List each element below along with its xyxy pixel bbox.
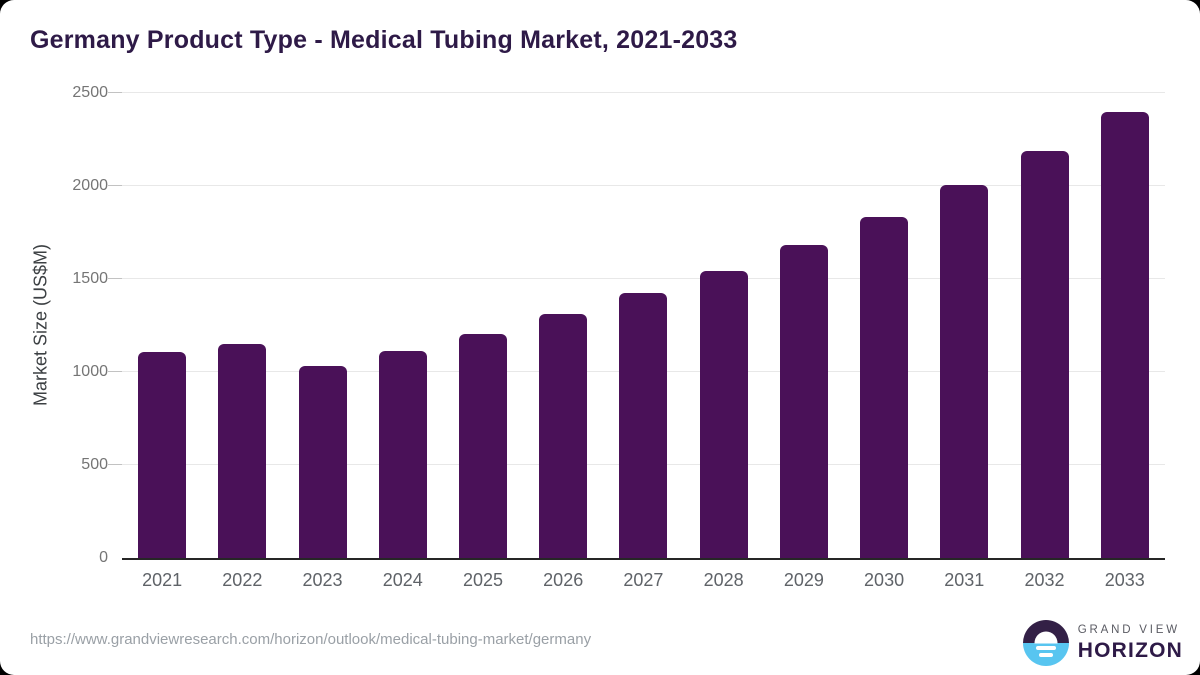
- bar-2029: [779, 244, 828, 558]
- y-tick-label-1000: 1000: [72, 363, 108, 380]
- gridline-2000: [108, 185, 1165, 186]
- x-tick-label-2033: 2033: [1104, 570, 1145, 590]
- bar-2024: [378, 350, 427, 558]
- x-tick-label-2031: 2031: [944, 570, 985, 590]
- x-tick-label-2024: 2024: [382, 570, 423, 590]
- bar-2028: [699, 270, 748, 558]
- bar-2027: [619, 292, 668, 558]
- x-tick-label-2030: 2030: [864, 570, 905, 590]
- bar-2021: [138, 351, 187, 558]
- bar-2025: [458, 333, 507, 558]
- x-tick-label-2028: 2028: [703, 570, 744, 590]
- logo-text: GRAND VIEW HORIZON: [1078, 625, 1183, 661]
- logo-product-name: HORIZON: [1077, 638, 1183, 662]
- horizon-sunset-icon: [1022, 620, 1069, 666]
- y-tick-label-2500: 2500: [72, 84, 108, 101]
- bar-2032: [1020, 150, 1069, 558]
- x-tick-label-2022: 2022: [222, 570, 263, 590]
- x-tick-label-2021: 2021: [142, 570, 183, 590]
- bar-2026: [539, 314, 588, 558]
- bar-2023: [298, 365, 347, 558]
- bar-2022: [218, 344, 267, 558]
- x-tick-label-2027: 2027: [623, 570, 664, 590]
- x-tick-label-2023: 2023: [302, 570, 343, 590]
- y-tick-label-1500: 1500: [72, 270, 108, 287]
- wave-icon: [1035, 646, 1056, 650]
- bar-2030: [860, 216, 909, 558]
- grandview-horizon-logo: GRAND VIEW HORIZON: [1022, 620, 1183, 666]
- x-axis-tick-labels: 2021 2022 2023 2024 2025 2026 2027 2028 2029 2030…: [122, 570, 1165, 591]
- y-axis-tick-labels: 0 500 1000 1500 2000 2500: [0, 84, 108, 566]
- source-url: https://www.grandviewresearch.com/horizo…: [30, 631, 592, 648]
- y-tick-label-500: 500: [81, 456, 108, 473]
- x-tick-label-2029: 2029: [783, 570, 824, 590]
- bar-2031: [940, 185, 989, 558]
- bar-2033: [1100, 111, 1149, 558]
- gridline-1500: [108, 278, 1165, 279]
- gridline-2500: [108, 92, 1165, 93]
- x-tick-label-2025: 2025: [462, 570, 503, 590]
- sun-icon: [1034, 631, 1058, 643]
- bar-series: [122, 93, 1165, 558]
- y-tick-label-2000: 2000: [72, 177, 108, 194]
- x-tick-label-2032: 2032: [1024, 570, 1065, 590]
- y-tick-label-0: 0: [99, 549, 108, 566]
- wave-icon: [1038, 653, 1053, 657]
- chart-title: Germany Product Type - Medical Tubing Ma…: [30, 26, 738, 54]
- logo-brand-name: GRAND VIEW: [1077, 624, 1180, 637]
- plot-area: [108, 92, 1165, 560]
- x-tick-label-2026: 2026: [543, 570, 584, 590]
